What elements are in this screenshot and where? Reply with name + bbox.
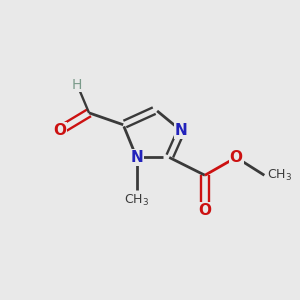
Text: CH$_3$: CH$_3$ xyxy=(267,168,292,183)
Text: O: O xyxy=(230,150,243,165)
Text: O: O xyxy=(53,123,66,138)
Text: N: N xyxy=(130,150,143,165)
Text: O: O xyxy=(198,203,212,218)
Text: CH$_3$: CH$_3$ xyxy=(124,193,149,208)
Text: H: H xyxy=(72,78,82,92)
Text: N: N xyxy=(175,123,188,138)
